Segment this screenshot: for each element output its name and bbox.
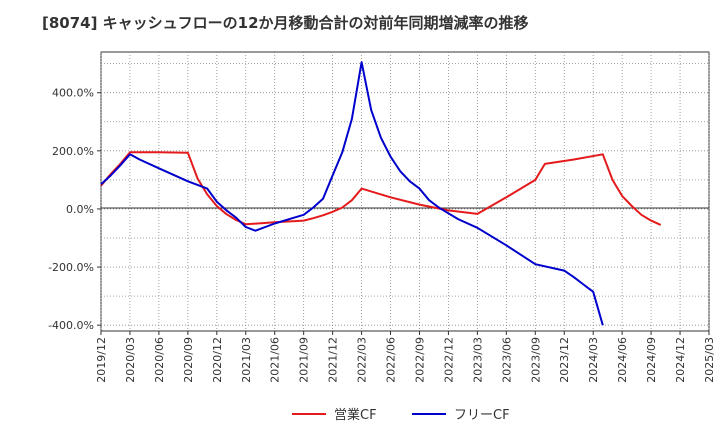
y-tick-label: 400.0% [52, 87, 94, 100]
x-tick-label: 2020/06 [153, 337, 166, 383]
x-tick-label: 2024/06 [616, 337, 629, 383]
y-tick-label: -200.0% [48, 261, 94, 274]
series-layer [100, 61, 662, 326]
legend-label: フリーCF [454, 408, 510, 423]
x-tick-label: 2022/12 [442, 337, 455, 383]
x-tick-label: 2020/09 [182, 337, 195, 383]
legend-label: 営業CF [334, 407, 377, 423]
series-line [100, 151, 662, 226]
x-tick-label: 2025/03 [703, 337, 716, 383]
x-tick-label: 2021/09 [298, 337, 311, 383]
chart-title: [8074] キャッシュフローの12か月移動合計の対前年同期増減率の推移 [42, 14, 529, 32]
grid-layer [100, 52, 710, 331]
y-tick-label: 200.0% [52, 145, 94, 158]
x-tick-label: 2024/09 [645, 337, 658, 383]
y-tick-labels: 400.0% 200.0% 0.0% -200.0% -400.0% [48, 87, 101, 332]
x-tick-label: 2022/09 [413, 337, 426, 383]
x-tick-label: 2020/03 [124, 337, 137, 383]
x-tick-label: 2020/12 [211, 337, 224, 383]
plot-area [100, 51, 710, 332]
x-tick-label: 2021/06 [269, 337, 282, 383]
x-tick-label: 2022/06 [385, 337, 398, 383]
x-tick-label: 2023/03 [471, 337, 484, 383]
x-tick-label: 2019/12 [95, 337, 108, 383]
y-tick-label: 0.0% [66, 203, 94, 216]
x-tick-label: 2023/06 [500, 337, 513, 383]
x-tick-label: 2024/03 [587, 337, 600, 383]
x-tick-label: 2021/12 [327, 337, 340, 383]
x-tick-label: 2023/09 [529, 337, 542, 383]
x-tick-label: 2022/03 [356, 337, 369, 383]
y-tick-label: -400.0% [48, 319, 94, 332]
x-tick-label: 2021/03 [240, 337, 253, 383]
legend: 営業CF フリーCF [292, 407, 510, 423]
x-tick-labels: 2019/12 2020/03 2020/06 2020/09 2020/12 2021/… [95, 331, 716, 383]
series-line [100, 61, 604, 326]
x-tick-label: 2023/12 [558, 337, 571, 383]
x-tick-label: 2024/12 [674, 337, 687, 383]
